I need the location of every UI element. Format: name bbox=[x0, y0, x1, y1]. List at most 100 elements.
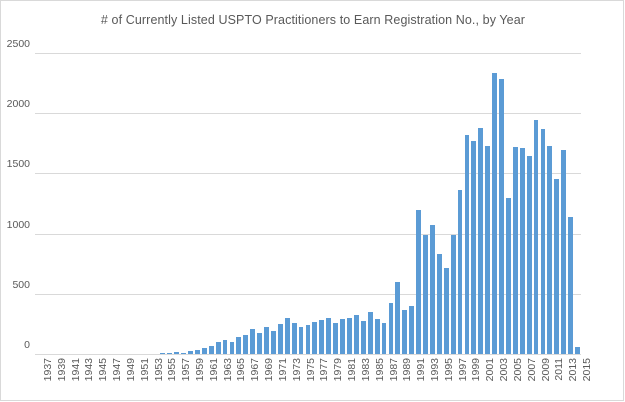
x-axis-tick: 1949 bbox=[126, 358, 136, 381]
x-axis-tick-label: 1965 bbox=[236, 358, 246, 381]
x-axis-tick: 2009 bbox=[541, 358, 551, 381]
y-axis-tick-label: 0 bbox=[24, 340, 30, 350]
bar bbox=[430, 225, 435, 355]
x-axis-tick: 2011 bbox=[554, 358, 564, 381]
bar bbox=[368, 312, 373, 355]
x-axis-tick: 2013 bbox=[568, 358, 578, 381]
bar bbox=[534, 120, 539, 355]
bar bbox=[306, 325, 311, 355]
bar bbox=[236, 337, 241, 355]
x-axis-tick-label: 1939 bbox=[57, 358, 67, 381]
x-axis-tick: 1969 bbox=[264, 358, 274, 381]
x-axis-tick-label: 1951 bbox=[140, 358, 150, 381]
x-axis-tick: 1979 bbox=[333, 358, 343, 381]
bar bbox=[347, 318, 352, 355]
y-axis-tick-label: 2500 bbox=[7, 39, 30, 49]
x-axis-tick-label: 2011 bbox=[554, 358, 564, 381]
x-axis-tick-label: 1945 bbox=[98, 358, 108, 381]
bar bbox=[375, 319, 380, 355]
x-axis-tick: 1943 bbox=[84, 358, 94, 381]
x-axis-tick-label: 1955 bbox=[167, 358, 177, 381]
x-axis-tick-label: 1947 bbox=[112, 358, 122, 381]
x-axis-tick-label: 1983 bbox=[361, 358, 371, 381]
x-axis-tick: 1963 bbox=[223, 358, 233, 381]
x-axis-tick: 1955 bbox=[167, 358, 177, 381]
x-axis-tick: 1989 bbox=[402, 358, 412, 381]
bar bbox=[568, 217, 573, 355]
x-axis-tick: 1959 bbox=[195, 358, 205, 381]
bar bbox=[513, 147, 518, 355]
bar bbox=[423, 235, 428, 355]
y-axis-tick-label: 1500 bbox=[7, 159, 30, 169]
bar bbox=[361, 321, 366, 355]
x-axis-tick-label: 1971 bbox=[278, 358, 288, 381]
x-axis-tick-label: 1937 bbox=[43, 358, 53, 381]
x-axis-tick: 2007 bbox=[527, 358, 537, 381]
x-axis-tick-label: 2009 bbox=[541, 358, 551, 381]
bar bbox=[285, 318, 290, 355]
bar bbox=[395, 282, 400, 355]
x-axis-tick-label: 1981 bbox=[347, 358, 357, 381]
bar bbox=[416, 210, 421, 355]
bar bbox=[485, 146, 490, 355]
bar bbox=[465, 135, 470, 355]
chart-title: # of Currently Listed USPTO Practitioner… bbox=[1, 13, 625, 27]
x-axis-tick: 2015 bbox=[582, 358, 592, 381]
bar bbox=[354, 315, 359, 355]
bar bbox=[292, 323, 297, 355]
bar bbox=[554, 179, 559, 355]
x-axis-tick: 1977 bbox=[319, 358, 329, 381]
bar bbox=[541, 129, 546, 355]
x-axis-tick-label: 1969 bbox=[264, 358, 274, 381]
bar bbox=[257, 333, 262, 355]
x-axis-tick: 1975 bbox=[306, 358, 316, 381]
x-axis-tick: 1953 bbox=[154, 358, 164, 381]
x-axis-tick-label: 1943 bbox=[84, 358, 94, 381]
bar bbox=[278, 324, 283, 355]
x-axis-tick-label: 1985 bbox=[375, 358, 385, 381]
bar bbox=[402, 310, 407, 355]
bar bbox=[492, 73, 497, 355]
x-axis-tick-label: 2013 bbox=[568, 358, 578, 381]
bar bbox=[243, 335, 248, 355]
bar bbox=[216, 342, 221, 355]
x-axis-tick: 1965 bbox=[236, 358, 246, 381]
x-axis: 1937193919411943194519471949195119531955… bbox=[35, 358, 581, 400]
x-axis-tick-label: 1989 bbox=[402, 358, 412, 381]
bar bbox=[520, 148, 525, 355]
y-axis-tick-label: 500 bbox=[12, 280, 30, 290]
x-axis-tick: 1971 bbox=[278, 358, 288, 381]
x-axis-tick: 1991 bbox=[416, 358, 426, 381]
bar bbox=[451, 235, 456, 355]
x-axis-tick-label: 2001 bbox=[485, 358, 495, 381]
x-axis-tick: 1999 bbox=[471, 358, 481, 381]
x-axis-tick: 1957 bbox=[181, 358, 191, 381]
bar bbox=[437, 254, 442, 355]
bar bbox=[319, 320, 324, 355]
bar bbox=[250, 329, 255, 355]
x-axis-tick-label: 2005 bbox=[513, 358, 523, 381]
y-axis: 05001000150020002500 bbox=[1, 54, 30, 355]
x-axis-tick: 1985 bbox=[375, 358, 385, 381]
bar bbox=[264, 327, 269, 355]
bar bbox=[506, 198, 511, 355]
x-axis-tick-label: 1977 bbox=[319, 358, 329, 381]
x-axis-tick-label: 1953 bbox=[154, 358, 164, 381]
x-axis-tick: 2001 bbox=[485, 358, 495, 381]
x-axis-tick: 1947 bbox=[112, 358, 122, 381]
bar bbox=[409, 306, 414, 355]
bar bbox=[561, 150, 566, 355]
bar bbox=[299, 327, 304, 355]
x-axis-tick: 1945 bbox=[98, 358, 108, 381]
bar bbox=[458, 190, 463, 355]
x-axis-tick-label: 1993 bbox=[430, 358, 440, 381]
bar bbox=[382, 323, 387, 355]
x-axis-tick-label: 1979 bbox=[333, 358, 343, 381]
x-axis-tick-label: 1963 bbox=[223, 358, 233, 381]
x-axis-tick-label: 1961 bbox=[209, 358, 219, 381]
x-axis-tick: 1981 bbox=[347, 358, 357, 381]
bar bbox=[333, 323, 338, 356]
x-axis-tick: 1995 bbox=[444, 358, 454, 381]
x-axis-tick-label: 1949 bbox=[126, 358, 136, 381]
bar bbox=[312, 322, 317, 355]
